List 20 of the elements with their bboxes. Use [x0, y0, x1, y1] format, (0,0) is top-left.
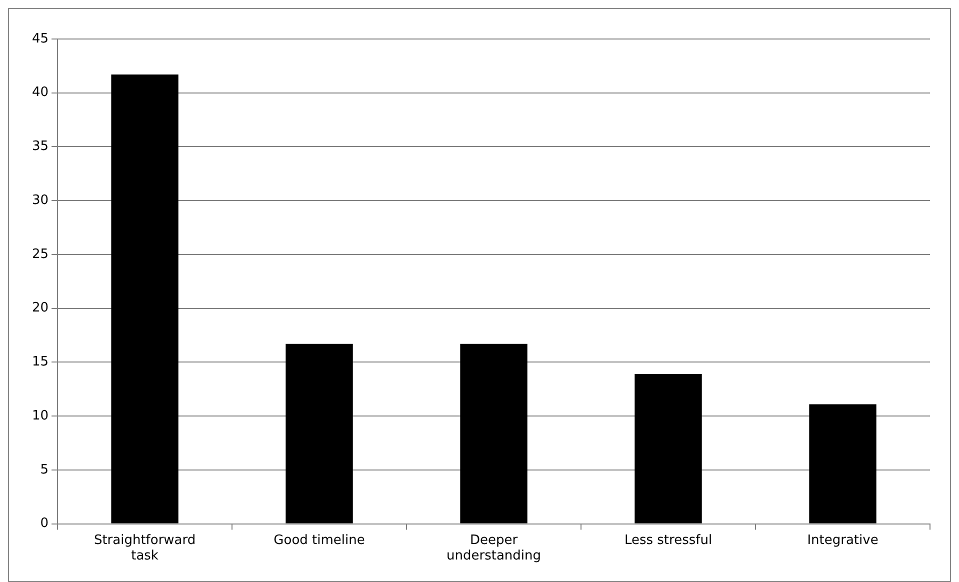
bar	[809, 404, 876, 524]
y-tick-label: 40	[32, 85, 49, 100]
y-tick-label: 35	[32, 139, 49, 154]
y-tick-label: 25	[32, 246, 49, 262]
bar	[634, 374, 702, 524]
x-tick-label: Less stressful	[624, 532, 712, 548]
x-tick-label: Good timeline	[274, 532, 365, 548]
y-tick-label: 45	[32, 31, 49, 46]
y-tick-label: 20	[32, 300, 49, 316]
y-tick-label: 15	[32, 354, 49, 370]
y-tick-label: 30	[32, 192, 49, 208]
y-tick-label: 5	[40, 462, 49, 478]
bar	[286, 344, 353, 524]
x-tick-label: Integrative	[807, 532, 878, 548]
x-tick-label: Straightforward task	[94, 532, 196, 564]
bar	[460, 344, 528, 524]
y-tick-label: 0	[40, 516, 49, 532]
bar	[111, 74, 178, 524]
x-tick-label: Deeper understanding	[446, 532, 542, 564]
y-tick-label: 10	[32, 408, 49, 424]
